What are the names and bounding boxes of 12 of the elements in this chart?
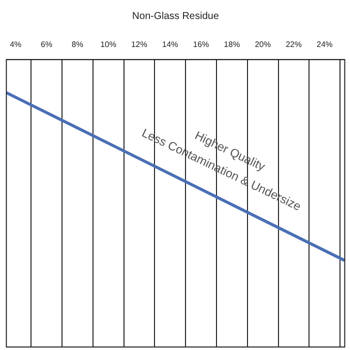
- x-axis-title: Non-Glass Residue: [132, 10, 220, 22]
- x-tick-label: 16%: [193, 40, 210, 50]
- x-tick-label: 18%: [224, 40, 240, 50]
- x-tick-label: 6%: [40, 40, 52, 50]
- x-tick-label: 8%: [72, 40, 84, 50]
- x-tick-label: 12%: [131, 40, 148, 50]
- x-tick-label: 24%: [316, 40, 333, 50]
- x-tick-label: 14%: [162, 40, 178, 50]
- x-tick-label: 10%: [100, 40, 116, 50]
- x-tick-label: 4%: [10, 40, 22, 50]
- x-tick-label: 20%: [254, 40, 271, 50]
- x-tick-label: 22%: [286, 40, 302, 50]
